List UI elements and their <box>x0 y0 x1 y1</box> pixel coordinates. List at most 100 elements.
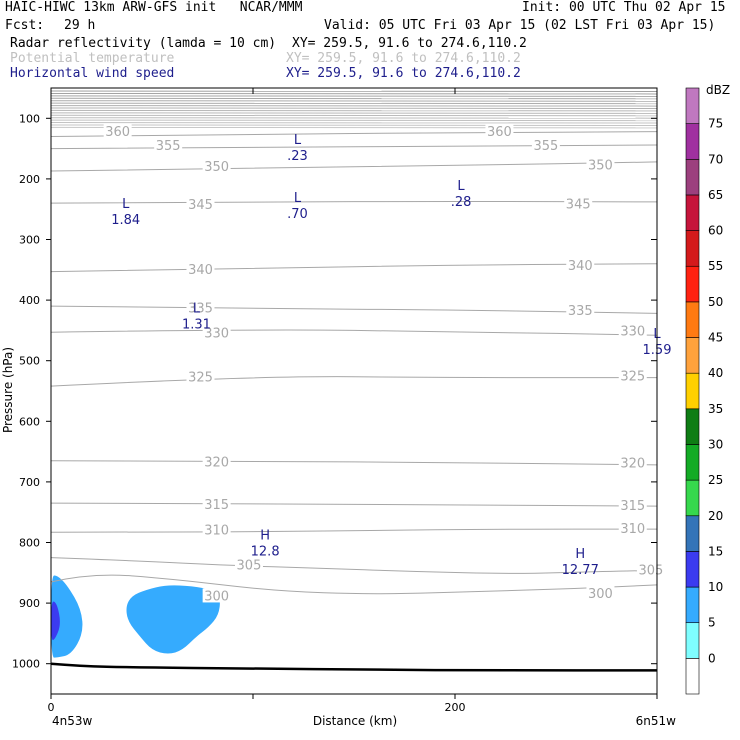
contour-label-310: 310 <box>204 523 229 538</box>
y-tick-label: 900 <box>19 597 40 610</box>
contour-label-bg <box>202 496 231 511</box>
upper-contour-line <box>50 119 658 122</box>
theta-contour-345 <box>50 200 658 204</box>
x-end-location: 6n51w <box>636 714 677 728</box>
wind-high-marker: H <box>260 529 270 544</box>
contour-label-350: 350 <box>588 159 613 174</box>
colorbar-label: 20 <box>708 509 723 523</box>
theta-contour-355 <box>50 144 658 150</box>
contour-label-bg <box>485 124 514 139</box>
upper-contour-line <box>50 95 658 97</box>
colorbar-swatch <box>685 158 700 196</box>
colorbar-swatch <box>685 658 700 695</box>
contour-label-355: 355 <box>533 139 558 154</box>
contour-label-315: 315 <box>620 499 645 514</box>
contour-label-bg <box>566 258 595 273</box>
contour-label-330: 330 <box>620 325 645 340</box>
reflectivity-region-1 <box>51 575 83 658</box>
contour-label-bg <box>566 303 595 318</box>
x-tick-label: 200 <box>445 701 466 714</box>
contour-label-320: 320 <box>204 456 229 471</box>
wind-low-marker: L <box>193 301 201 316</box>
colorbar-label: 65 <box>708 188 723 202</box>
y-tick-label: 600 <box>19 415 40 428</box>
y-tick-label: 500 <box>19 355 40 368</box>
upper-contour-line <box>50 107 658 109</box>
colorbar-label: 30 <box>708 437 723 451</box>
colorbar-swatch <box>685 515 700 552</box>
contour-label-335: 335 <box>568 304 593 319</box>
field-3-xy: XY= 259.5, 91.6 to 274.6,110.2 <box>286 66 521 81</box>
colorbar-swatch <box>685 265 700 303</box>
field-3-name: Horizontal wind speed <box>10 66 175 81</box>
forecast-hour: 29 h <box>64 18 96 33</box>
reflectivity-region-2 <box>51 601 60 641</box>
y-tick-label: 1000 <box>12 658 40 671</box>
wind-extremum-value: .23 <box>287 149 308 164</box>
terrain-line <box>50 662 657 672</box>
contour-label-bg <box>186 261 215 276</box>
colorbar-label: 40 <box>708 366 723 380</box>
reflectivity-layer <box>51 575 220 658</box>
contour-label-bg <box>154 138 183 153</box>
colorbar-swatch <box>685 444 700 481</box>
x-start-location: 4n53w <box>52 714 93 728</box>
colorbar-label: 75 <box>708 117 723 131</box>
upper-contour-line <box>50 92 658 95</box>
contour-label-bg <box>202 454 231 469</box>
theta-contour-325 <box>50 376 657 387</box>
contour-label-bg <box>618 368 647 383</box>
contour-label-bg <box>586 157 615 172</box>
field-2-name: Potential temperature <box>10 51 175 66</box>
theta-contour-330 <box>50 329 658 336</box>
theta-contour-310 <box>50 528 657 533</box>
contour-label-bg <box>202 325 231 340</box>
y-tick-label: 700 <box>19 476 40 489</box>
upper-contour-line <box>50 126 658 129</box>
contour-label-bg <box>186 300 215 315</box>
theta-contour-315 <box>50 502 658 507</box>
colorbar-label: 70 <box>708 152 723 166</box>
colorbar-swatch <box>685 408 700 445</box>
colorbar-swatch <box>685 337 700 374</box>
colorbar-swatch <box>685 551 700 588</box>
contour-label-bg <box>103 124 132 139</box>
upper-contour-line <box>50 114 658 117</box>
contour-label-360: 360 <box>487 125 512 140</box>
contour-label-layer: 360 360 355 355 350 350 345 345 340 340 335 335 330 3… <box>103 124 665 604</box>
upper-contour-line <box>50 90 658 93</box>
y-axis-label: Pressure (hPa) <box>1 347 15 433</box>
theta-contour-340 <box>50 263 658 273</box>
contour-label-320: 320 <box>620 457 645 472</box>
contour-label-bg <box>586 586 615 601</box>
contour-label-bg <box>618 521 647 536</box>
wind-low-marker: L <box>457 179 465 194</box>
y-tick-label: 400 <box>19 294 40 307</box>
y-tick-label: 800 <box>19 537 40 550</box>
contour-label-bg <box>618 323 647 338</box>
theta-contour-305 <box>50 557 658 574</box>
wind-low-marker: L <box>294 133 302 148</box>
x-axis-label: Distance (km) <box>313 714 397 728</box>
upper-contour-line <box>50 100 658 102</box>
contour-label-330: 330 <box>204 326 229 341</box>
terrain-layer <box>50 662 657 672</box>
reflectivity-region-3 <box>126 585 220 654</box>
axes-layer: 100 200 300 400 500 600 700 800 900 1000 0 200 <box>12 87 658 714</box>
y-tick-label: 300 <box>19 234 40 247</box>
contour-label-bg <box>202 522 231 537</box>
colorbar-label: 55 <box>708 259 723 273</box>
forecast-label: Fcst: <box>5 18 45 33</box>
colorbar-swatch <box>685 194 700 231</box>
colorbar-swatch <box>685 479 700 517</box>
colorbar-label: 0 <box>708 651 716 665</box>
theta-contour-335 <box>50 305 658 314</box>
colorbar-swatch <box>685 586 700 624</box>
x-tick-label: 0 <box>48 701 55 714</box>
contour-label-350: 350 <box>204 160 229 175</box>
y-tick-label: 100 <box>19 112 40 125</box>
wind-extremum-value: 12.77 <box>562 563 599 578</box>
field-1-name: Radar reflectivity (lamda = 10 cm) <box>10 36 277 51</box>
colorbar-swatch <box>685 87 700 124</box>
